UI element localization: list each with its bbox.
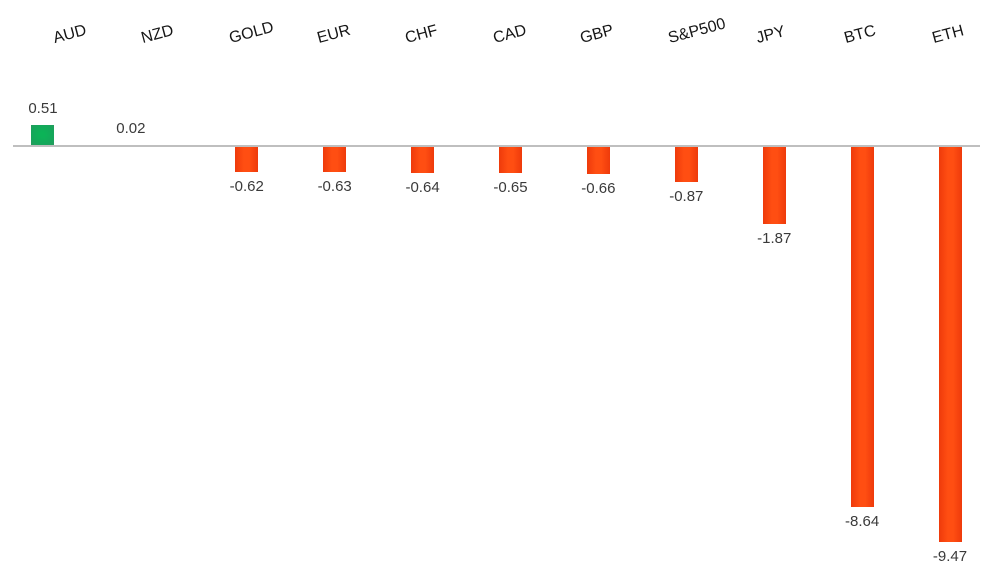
bar-gold	[235, 146, 259, 172]
category-label-chf: CHF	[402, 22, 440, 48]
bar-value-label: -0.64	[405, 178, 440, 196]
bar-jpy	[762, 146, 786, 225]
category-label-sp500: S&P500	[666, 15, 728, 48]
bar-value-label: -0.65	[493, 179, 528, 197]
category-label-aud: AUD	[51, 21, 89, 48]
category-label-eur: EUR	[315, 21, 353, 48]
bar-value-label: -0.62	[229, 177, 264, 195]
bar-value-label: -8.64	[845, 513, 880, 531]
bar-cad	[499, 146, 522, 174]
bar-gbp	[586, 146, 610, 174]
category-label-gbp: GBP	[578, 21, 616, 48]
bar-chf	[411, 146, 435, 173]
x-axis-line	[13, 145, 980, 148]
bar-aud	[31, 124, 55, 146]
category-label-jpy: JPY	[754, 23, 788, 48]
category-label-cad: CAD	[490, 21, 528, 48]
category-label-gold: GOLD	[227, 18, 276, 48]
bar-value-label: -0.66	[581, 179, 616, 197]
bar-value-label: 0.51	[28, 99, 58, 117]
category-label-nzd: NZD	[139, 22, 176, 48]
bar-btc	[850, 146, 874, 508]
bar-value-label: -0.87	[669, 188, 704, 206]
bar-value-label: -0.63	[317, 178, 352, 196]
bar-value-label: -1.87	[757, 230, 792, 248]
category-label-eth: ETH	[930, 22, 966, 48]
bar-eth	[938, 146, 962, 542]
bar-sp500	[674, 146, 698, 183]
bar-value-label: -9.47	[932, 547, 968, 565]
bar-value-label: 0.02	[116, 120, 146, 138]
bar-eur	[323, 146, 347, 173]
category-label-btc: BTC	[842, 22, 878, 48]
